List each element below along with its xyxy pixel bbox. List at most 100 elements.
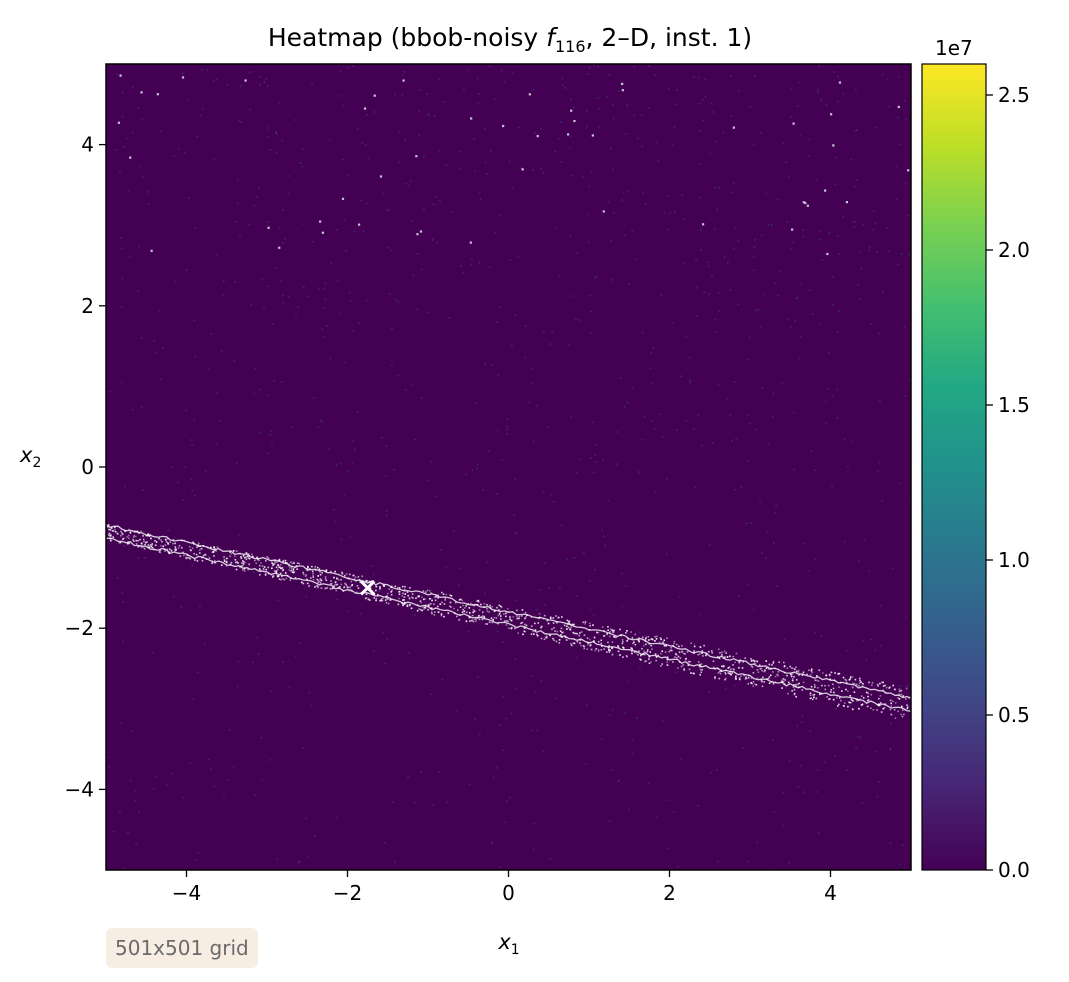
valley-dot [286, 575, 289, 577]
noise-speckle [718, 187, 721, 189]
noise-speckle [233, 359, 235, 362]
valley-dot [279, 572, 282, 575]
valley-dot [538, 612, 541, 615]
valley-dot [549, 617, 552, 620]
noise-speckle [352, 440, 354, 443]
valley-dot [129, 531, 132, 534]
valley-dot [198, 549, 201, 551]
valley-dot [428, 589, 431, 592]
valley-dot [718, 677, 721, 680]
valley-dot [838, 686, 840, 688]
valley-dot [408, 597, 411, 599]
valley-dot [600, 649, 603, 651]
valley-dot [334, 581, 337, 583]
valley-dot [765, 660, 768, 662]
valley-dot [732, 668, 735, 670]
valley-dot [427, 604, 430, 606]
noise-speckle [905, 118, 908, 120]
noise-speckle [263, 81, 266, 84]
valley-dot [635, 652, 638, 654]
noise-speckle [416, 253, 419, 255]
valley-dot [449, 594, 451, 596]
noise-speckle [177, 148, 180, 150]
noise-speckle [201, 108, 204, 110]
valley-dot [752, 680, 755, 683]
valley-dot [189, 549, 192, 551]
colorbar-multiplier: 1e7 [935, 36, 973, 60]
noise-speckle [414, 801, 416, 804]
noise-speckle [679, 596, 681, 598]
colorbar-tick-label: 0.0 [998, 858, 1030, 882]
valley-dot [208, 557, 211, 559]
valley-dot [586, 637, 589, 639]
valley-dot [294, 577, 297, 579]
valley-dot [608, 645, 611, 647]
valley-dot [169, 541, 172, 543]
valley-dot [448, 605, 451, 607]
valley-dot [655, 659, 657, 662]
valley-dot [692, 672, 695, 675]
noise-speckle [320, 419, 322, 422]
noise-speckle [328, 448, 331, 451]
valley-dot [770, 681, 773, 683]
valley-dot [138, 532, 140, 535]
noise-speckle [792, 122, 795, 125]
valley-dot [703, 644, 705, 647]
noise-speckle [880, 604, 882, 607]
noise-speckle [602, 210, 605, 213]
noise-speckle [140, 91, 143, 94]
noise-speckle [219, 420, 222, 422]
noise-speckle [802, 542, 805, 545]
valley-dot [132, 536, 135, 538]
valley-dot [687, 660, 690, 663]
valley-dot [434, 599, 437, 602]
valley-dot [442, 593, 445, 595]
valley-dot [698, 653, 701, 655]
noise-speckle [817, 831, 820, 834]
valley-dot [128, 542, 131, 545]
noise-speckle [627, 680, 630, 683]
valley-dot [295, 564, 298, 567]
noise-speckle [448, 317, 451, 319]
valley-dot [406, 605, 409, 607]
valley-dot [573, 623, 575, 626]
noise-speckle [550, 493, 553, 496]
valley-dot [677, 655, 680, 658]
valley-dot [813, 693, 816, 696]
noise-speckle [156, 93, 159, 96]
valley-dot [223, 560, 226, 562]
valley-dot [898, 693, 901, 696]
valley-dot [357, 576, 360, 578]
noise-speckle [733, 684, 736, 687]
noise-speckle [604, 544, 606, 547]
noise-speckle [570, 109, 573, 112]
valley-dot [530, 625, 533, 627]
noise-speckle [528, 93, 531, 96]
valley-dot [593, 636, 596, 639]
noise-speckle [885, 227, 888, 229]
valley-dot [234, 555, 236, 558]
valley-dot [683, 669, 686, 672]
noise-speckle [732, 126, 735, 129]
valley-dot [858, 682, 861, 685]
noise-speckle [336, 598, 338, 601]
valley-dot [590, 643, 592, 646]
valley-dot [651, 638, 654, 641]
noise-speckle [138, 245, 141, 248]
noise-speckle [777, 294, 780, 297]
valley-dot [699, 646, 702, 648]
valley-dot [132, 540, 135, 542]
noise-speckle [889, 722, 892, 725]
valley-dot [240, 565, 243, 568]
valley-dot [174, 542, 176, 545]
noise-speckle [276, 133, 278, 135]
valley-dot [845, 682, 848, 685]
noise-speckle [846, 769, 849, 771]
valley-dot [790, 673, 792, 676]
noise-speckle [795, 297, 798, 300]
noise-speckle [638, 631, 641, 634]
valley-dot [666, 658, 669, 661]
noise-speckle [358, 593, 360, 596]
valley-dot [672, 661, 674, 663]
noise-speckle [232, 765, 235, 768]
